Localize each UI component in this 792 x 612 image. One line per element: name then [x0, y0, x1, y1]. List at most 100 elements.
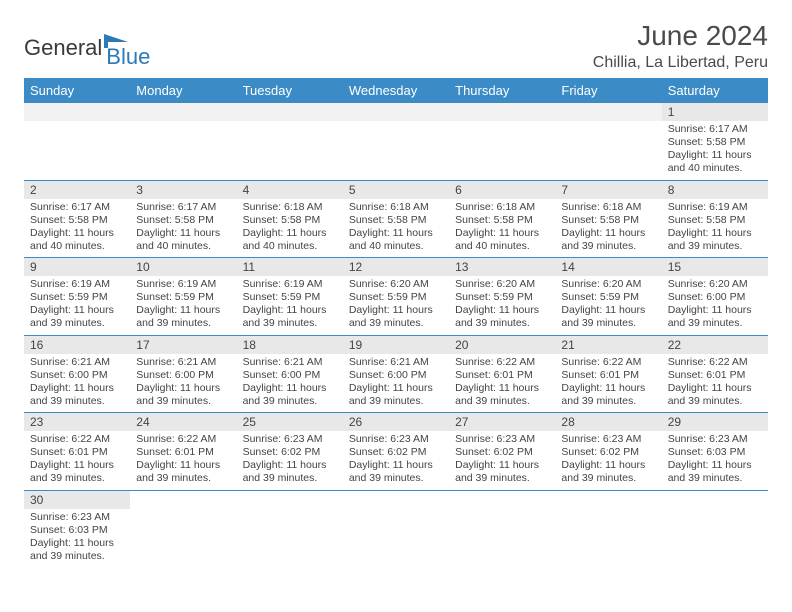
empty-daynum: [24, 103, 130, 121]
day-number: 1: [662, 103, 768, 121]
calendar-cell: 19Sunrise: 6:21 AMSunset: 6:00 PMDayligh…: [343, 335, 449, 413]
day-number: 5: [343, 181, 449, 199]
day-number: 11: [237, 258, 343, 276]
day-number: 28: [555, 413, 661, 431]
calendar-cell: 8Sunrise: 6:19 AMSunset: 5:58 PMDaylight…: [662, 180, 768, 258]
calendar-cell: 16Sunrise: 6:21 AMSunset: 6:00 PMDayligh…: [24, 335, 130, 413]
day-number: 13: [449, 258, 555, 276]
day-number: 10: [130, 258, 236, 276]
calendar-row: 30Sunrise: 6:23 AMSunset: 6:03 PMDayligh…: [24, 490, 768, 567]
empty-daynum: [130, 103, 236, 121]
calendar-cell: 12Sunrise: 6:20 AMSunset: 5:59 PMDayligh…: [343, 258, 449, 336]
weekday-header: Thursday: [449, 78, 555, 103]
day-number: 8: [662, 181, 768, 199]
calendar-cell: 4Sunrise: 6:18 AMSunset: 5:58 PMDaylight…: [237, 180, 343, 258]
day-details: Sunrise: 6:17 AMSunset: 5:58 PMDaylight:…: [662, 121, 768, 180]
title-block: June 2024 Chillia, La Libertad, Peru: [593, 20, 768, 72]
day-details: Sunrise: 6:22 AMSunset: 6:01 PMDaylight:…: [449, 354, 555, 413]
day-details: Sunrise: 6:21 AMSunset: 6:00 PMDaylight:…: [130, 354, 236, 413]
calendar-cell-empty: [130, 103, 236, 180]
calendar-cell: 26Sunrise: 6:23 AMSunset: 6:02 PMDayligh…: [343, 413, 449, 491]
day-number: 2: [24, 181, 130, 199]
calendar-cell: 2Sunrise: 6:17 AMSunset: 5:58 PMDaylight…: [24, 180, 130, 258]
weekday-header: Friday: [555, 78, 661, 103]
day-details: Sunrise: 6:22 AMSunset: 6:01 PMDaylight:…: [130, 431, 236, 490]
day-details: Sunrise: 6:18 AMSunset: 5:58 PMDaylight:…: [237, 199, 343, 258]
empty-daynum: [555, 103, 661, 121]
day-details: Sunrise: 6:19 AMSunset: 5:58 PMDaylight:…: [662, 199, 768, 258]
day-details: Sunrise: 6:17 AMSunset: 5:58 PMDaylight:…: [130, 199, 236, 258]
calendar-cell: 14Sunrise: 6:20 AMSunset: 5:59 PMDayligh…: [555, 258, 661, 336]
calendar-cell-empty: [343, 490, 449, 567]
calendar-cell: 27Sunrise: 6:23 AMSunset: 6:02 PMDayligh…: [449, 413, 555, 491]
calendar-row: 23Sunrise: 6:22 AMSunset: 6:01 PMDayligh…: [24, 413, 768, 491]
day-number: 21: [555, 336, 661, 354]
day-number: 17: [130, 336, 236, 354]
calendar-cell-empty: [555, 490, 661, 567]
day-details: Sunrise: 6:19 AMSunset: 5:59 PMDaylight:…: [237, 276, 343, 335]
calendar-cell: 30Sunrise: 6:23 AMSunset: 6:03 PMDayligh…: [24, 490, 130, 567]
calendar-cell: 11Sunrise: 6:19 AMSunset: 5:59 PMDayligh…: [237, 258, 343, 336]
header: General Blue June 2024 Chillia, La Liber…: [24, 20, 768, 72]
day-number: 4: [237, 181, 343, 199]
day-number: 20: [449, 336, 555, 354]
month-title: June 2024: [593, 20, 768, 52]
calendar-cell: 28Sunrise: 6:23 AMSunset: 6:02 PMDayligh…: [555, 413, 661, 491]
calendar-cell-empty: [449, 103, 555, 180]
day-number: 16: [24, 336, 130, 354]
calendar-cell: 18Sunrise: 6:21 AMSunset: 6:00 PMDayligh…: [237, 335, 343, 413]
brand-part1: General: [24, 35, 102, 61]
day-details: Sunrise: 6:23 AMSunset: 6:02 PMDaylight:…: [449, 431, 555, 490]
day-details: Sunrise: 6:20 AMSunset: 6:00 PMDaylight:…: [662, 276, 768, 335]
day-number: 19: [343, 336, 449, 354]
calendar-cell: 13Sunrise: 6:20 AMSunset: 5:59 PMDayligh…: [449, 258, 555, 336]
calendar-cell-empty: [449, 490, 555, 567]
day-number: 7: [555, 181, 661, 199]
day-number: 22: [662, 336, 768, 354]
calendar-cell: 20Sunrise: 6:22 AMSunset: 6:01 PMDayligh…: [449, 335, 555, 413]
weekday-header: Sunday: [24, 78, 130, 103]
day-number: 15: [662, 258, 768, 276]
day-number: 30: [24, 491, 130, 509]
calendar-cell: 7Sunrise: 6:18 AMSunset: 5:58 PMDaylight…: [555, 180, 661, 258]
day-details: Sunrise: 6:23 AMSunset: 6:02 PMDaylight:…: [555, 431, 661, 490]
day-number: 14: [555, 258, 661, 276]
weekday-header: Wednesday: [343, 78, 449, 103]
day-number: 3: [130, 181, 236, 199]
day-details: Sunrise: 6:19 AMSunset: 5:59 PMDaylight:…: [24, 276, 130, 335]
calendar-cell: 3Sunrise: 6:17 AMSunset: 5:58 PMDaylight…: [130, 180, 236, 258]
day-number: 6: [449, 181, 555, 199]
calendar-cell: 22Sunrise: 6:22 AMSunset: 6:01 PMDayligh…: [662, 335, 768, 413]
day-details: Sunrise: 6:19 AMSunset: 5:59 PMDaylight:…: [130, 276, 236, 335]
day-number: 27: [449, 413, 555, 431]
calendar-row: 16Sunrise: 6:21 AMSunset: 6:00 PMDayligh…: [24, 335, 768, 413]
calendar-cell: 23Sunrise: 6:22 AMSunset: 6:01 PMDayligh…: [24, 413, 130, 491]
empty-daynum: [237, 103, 343, 121]
calendar-cell: 29Sunrise: 6:23 AMSunset: 6:03 PMDayligh…: [662, 413, 768, 491]
calendar-cell-empty: [24, 103, 130, 180]
day-details: Sunrise: 6:23 AMSunset: 6:02 PMDaylight:…: [343, 431, 449, 490]
day-details: Sunrise: 6:18 AMSunset: 5:58 PMDaylight:…: [449, 199, 555, 258]
calendar-cell: 17Sunrise: 6:21 AMSunset: 6:00 PMDayligh…: [130, 335, 236, 413]
calendar-cell: 10Sunrise: 6:19 AMSunset: 5:59 PMDayligh…: [130, 258, 236, 336]
day-details: Sunrise: 6:23 AMSunset: 6:02 PMDaylight:…: [237, 431, 343, 490]
calendar-cell: 15Sunrise: 6:20 AMSunset: 6:00 PMDayligh…: [662, 258, 768, 336]
day-number: 12: [343, 258, 449, 276]
calendar-cell: 1Sunrise: 6:17 AMSunset: 5:58 PMDaylight…: [662, 103, 768, 180]
weekday-header-row: SundayMondayTuesdayWednesdayThursdayFrid…: [24, 78, 768, 103]
day-number: 24: [130, 413, 236, 431]
calendar-page: General Blue June 2024 Chillia, La Liber…: [0, 0, 792, 567]
weekday-header: Tuesday: [237, 78, 343, 103]
day-number: 9: [24, 258, 130, 276]
calendar-row: 1Sunrise: 6:17 AMSunset: 5:58 PMDaylight…: [24, 103, 768, 180]
calendar-cell: 5Sunrise: 6:18 AMSunset: 5:58 PMDaylight…: [343, 180, 449, 258]
calendar-cell-empty: [237, 490, 343, 567]
calendar-cell: 21Sunrise: 6:22 AMSunset: 6:01 PMDayligh…: [555, 335, 661, 413]
day-details: Sunrise: 6:22 AMSunset: 6:01 PMDaylight:…: [24, 431, 130, 490]
calendar-row: 9Sunrise: 6:19 AMSunset: 5:59 PMDaylight…: [24, 258, 768, 336]
calendar-cell: 6Sunrise: 6:18 AMSunset: 5:58 PMDaylight…: [449, 180, 555, 258]
day-number: 23: [24, 413, 130, 431]
day-details: Sunrise: 6:22 AMSunset: 6:01 PMDaylight:…: [555, 354, 661, 413]
day-details: Sunrise: 6:17 AMSunset: 5:58 PMDaylight:…: [24, 199, 130, 258]
calendar-cell-empty: [130, 490, 236, 567]
